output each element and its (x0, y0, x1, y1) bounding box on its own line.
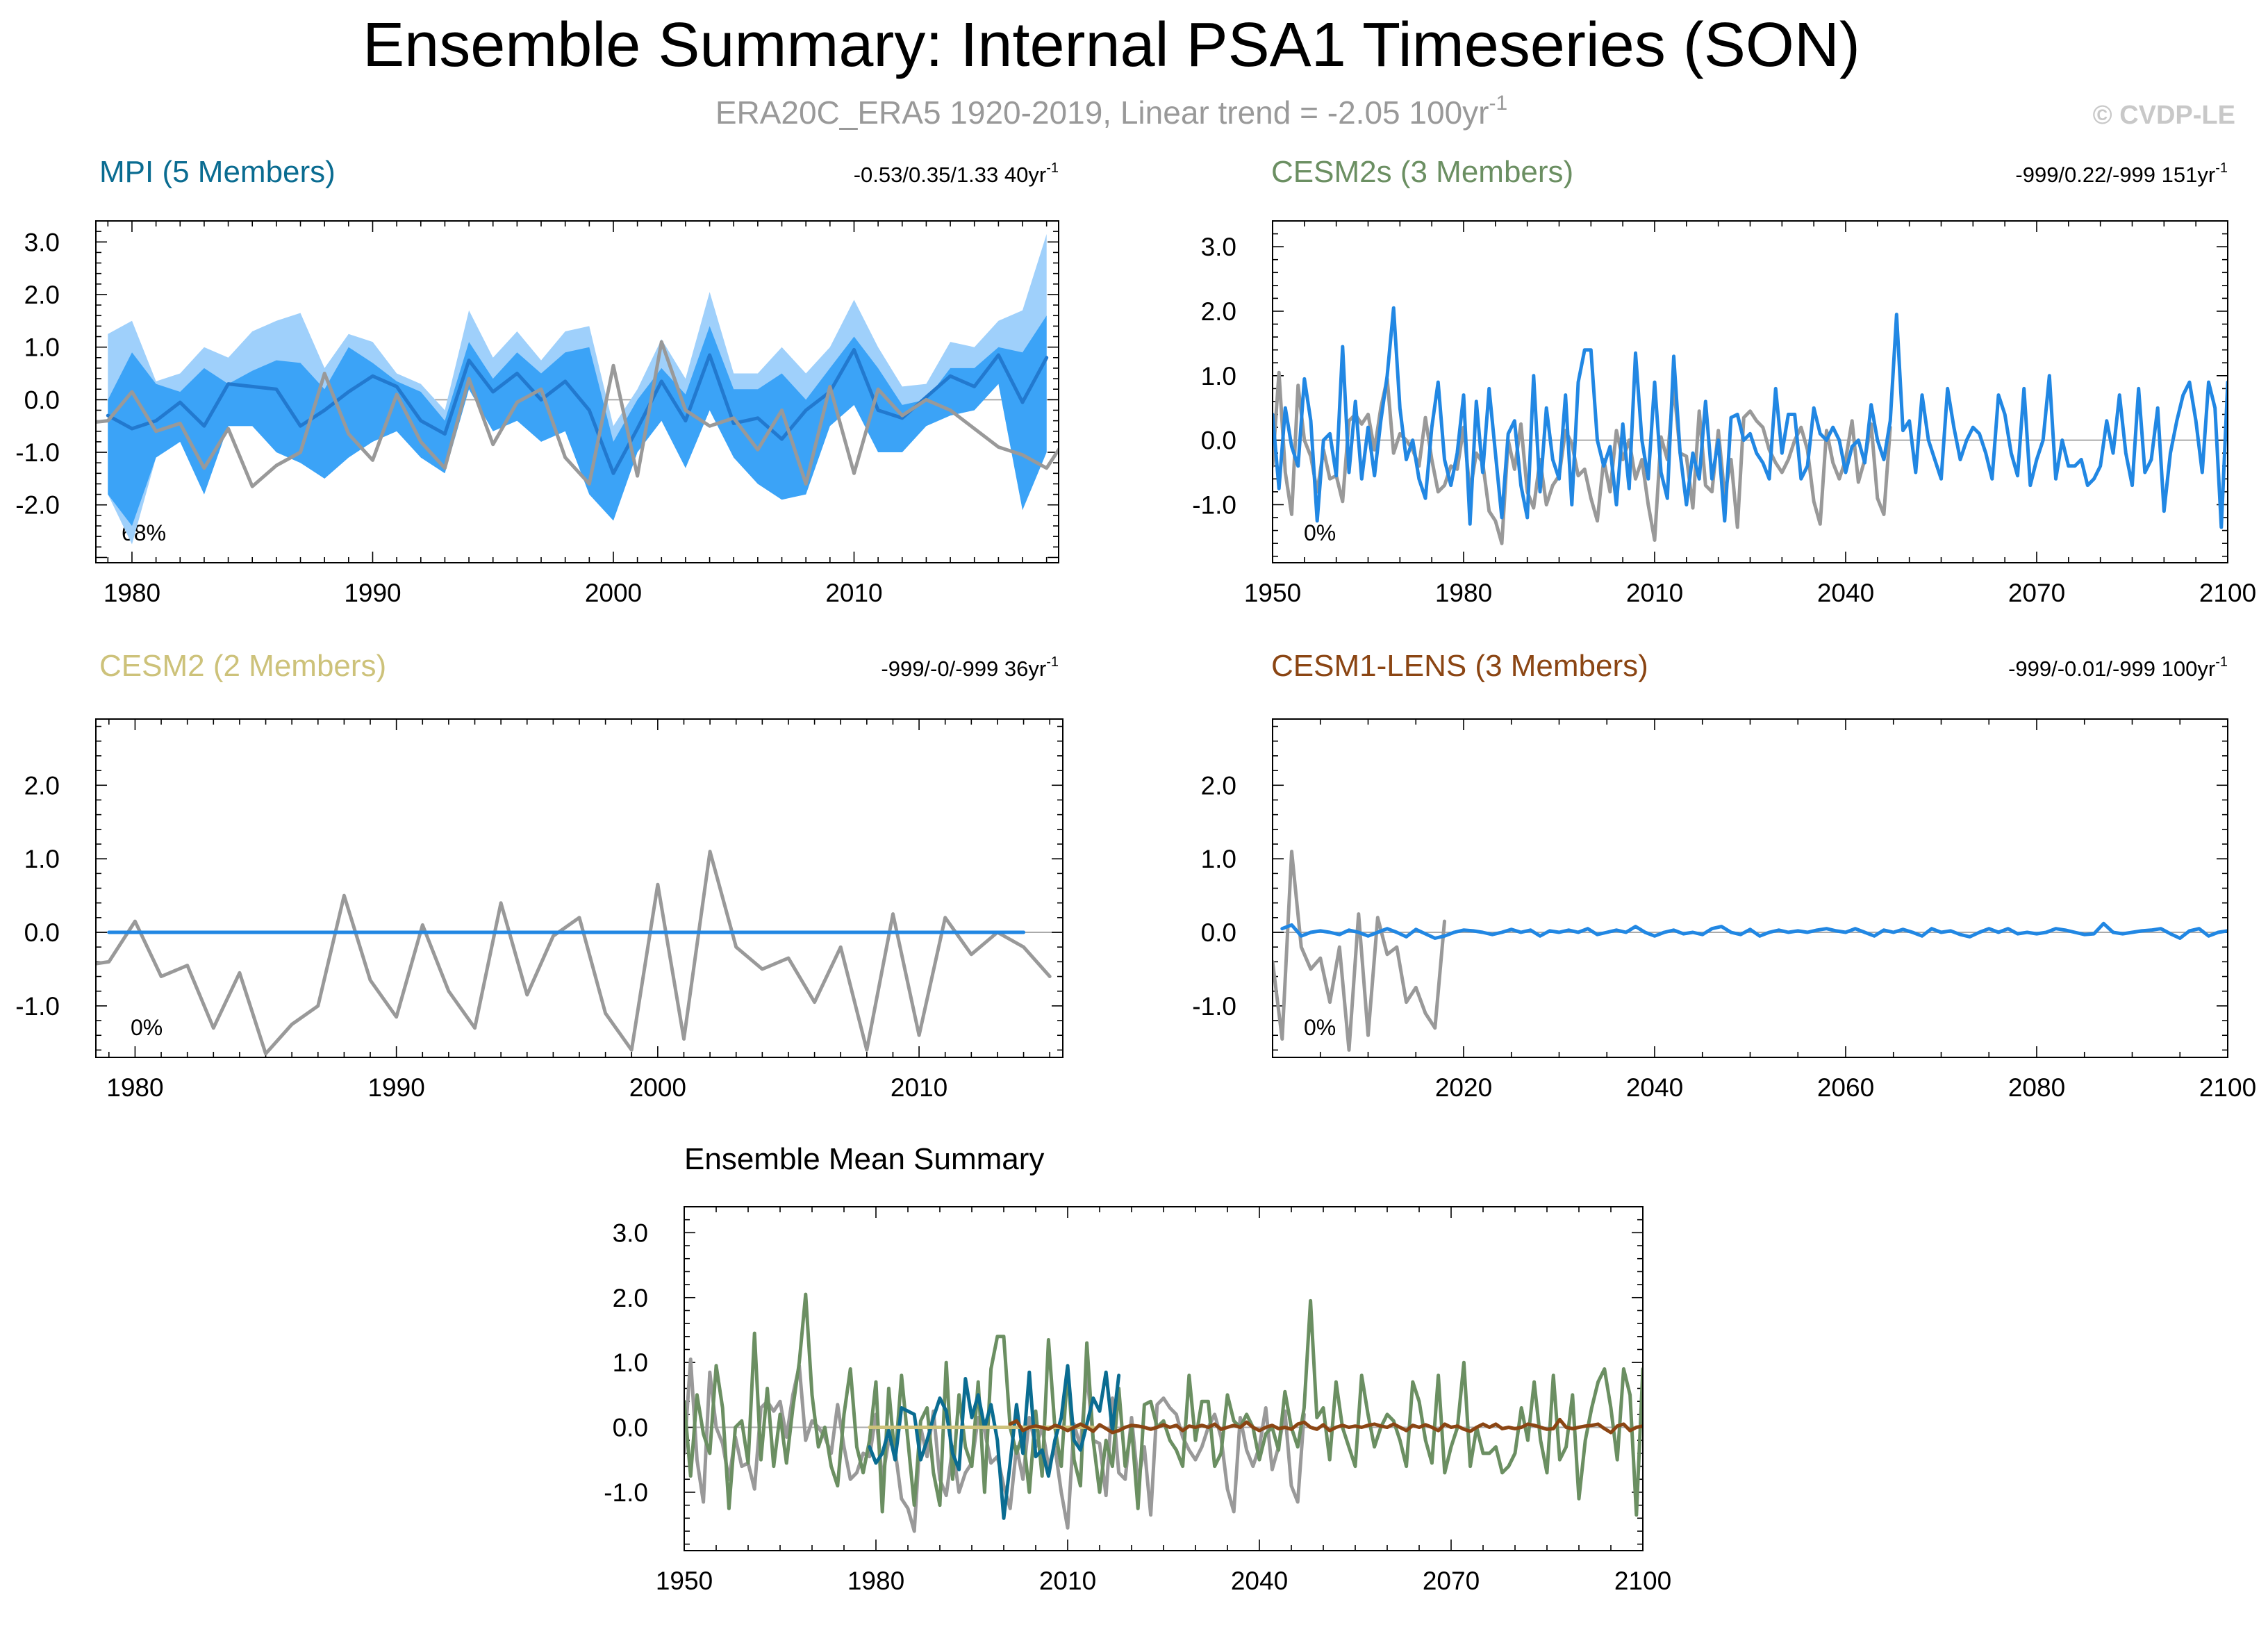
panel-mpi: MPI (5 Members) -0.53/0.35/1.33 40yr-1 198… (15, 155, 1059, 607)
x-tick-label: 2040 (1231, 1567, 1288, 1595)
y-tick-label: 0.0 (1201, 427, 1236, 455)
panel-stats: -0.53/0.35/1.33 40yr-1 (854, 160, 1059, 187)
y-tick-label: 1.0 (613, 1348, 648, 1377)
plot-border (1272, 220, 2228, 563)
band-inner (108, 315, 1047, 526)
y-tick-label: 3.0 (1201, 233, 1236, 261)
ensemble-mean-line (106, 347, 1049, 475)
y-tick-label: 2.0 (1201, 297, 1236, 326)
x-tick-label: 1980 (1435, 579, 1492, 607)
panel-stats: -999/-0/-999 36yr-1 (881, 654, 1059, 681)
y-tick-label: -1.0 (604, 1478, 648, 1507)
obs-line (684, 1357, 1306, 1533)
obs-line (96, 340, 1059, 488)
x-tick-label: 2080 (2008, 1073, 2065, 1102)
x-tick-label: 1980 (847, 1567, 904, 1595)
watermark: © CVDP-LE (2093, 101, 2235, 130)
plot-border (95, 718, 1063, 1058)
x-tick-label: 2070 (1423, 1567, 1480, 1595)
panel-title: MPI (5 Members) (99, 155, 336, 189)
panel-title: CESM2 (2 Members) (99, 649, 386, 683)
x-tick-label: 2000 (585, 579, 642, 607)
x-tick-label: 1980 (104, 579, 160, 607)
figure-subtitle: ERA20C_ERA5 1920-2019, Linear trend = -2… (715, 92, 1507, 131)
x-tick-label: 2010 (825, 579, 882, 607)
x-tick-label: 1990 (367, 1073, 424, 1102)
x-tick-label: 1990 (344, 579, 401, 607)
percent-label: 0% (131, 1015, 163, 1040)
y-tick-label: 0.0 (613, 1414, 648, 1442)
panel-title: CESM1-LENS (3 Members) (1271, 649, 1648, 683)
obs-line (1273, 850, 1446, 1052)
y-tick-label: 2.0 (613, 1284, 648, 1312)
panel-ensmean: Ensemble Mean Summary 1950 1980 2010 2040 207… (604, 1142, 1671, 1595)
y-tick-label: -1.0 (1192, 490, 1236, 519)
panel-stats-value: -999/-0.01/-999 100yr (2008, 657, 2215, 681)
y-tick-label: -1.0 (15, 438, 60, 467)
panel-stats-sup: -1 (2215, 160, 2228, 176)
panel-stats: -999/-0.01/-999 100yr-1 (2008, 654, 2228, 681)
x-tick-label: 2060 (1817, 1073, 1874, 1102)
x-tick-label: 2070 (2008, 579, 2065, 607)
y-tick-label: 1.0 (1201, 845, 1236, 873)
mpi-mean-line (868, 1364, 1121, 1520)
percent-label: 0% (1304, 1015, 1336, 1040)
y-tick-label: 0.0 (24, 386, 60, 414)
panel-cesm2s: CESM2s (3 Members) -999/0.22/-999 151yr-1… (1192, 155, 2256, 607)
panel-stats-value: -0.53/0.35/1.33 40yr (854, 163, 1046, 187)
y-tick-label: 2.0 (24, 281, 60, 309)
panel-title: Ensemble Mean Summary (684, 1142, 1044, 1176)
y-tick-label: -2.0 (15, 491, 60, 520)
model-line (1273, 306, 2228, 529)
cesm2s-mean-line (684, 1292, 1643, 1517)
y-tick-label: -1.0 (1192, 992, 1236, 1021)
x-tick-label: 2040 (1626, 1073, 1683, 1102)
panel-stats-sup: -1 (1046, 654, 1059, 670)
panel-stats-value: -999/0.22/-999 151yr (2015, 163, 2215, 187)
x-tick-label: 1950 (656, 1567, 713, 1595)
plot-border (95, 220, 1059, 563)
x-tick-label: 1980 (106, 1073, 163, 1102)
y-tick-label: 1.0 (24, 845, 60, 873)
figure-title: Ensemble Summary: Internal PSA1 Timeseri… (363, 10, 1860, 80)
y-tick-label: 3.0 (613, 1219, 648, 1247)
lens-mean-line (1008, 1417, 1643, 1435)
x-tick-label: 2100 (2199, 1073, 2256, 1102)
panel-stats-sup: -1 (1046, 160, 1059, 176)
x-tick-label: 2010 (891, 1073, 947, 1102)
x-tick-label: 2010 (1626, 579, 1683, 607)
x-tick-label: 2000 (629, 1073, 686, 1102)
y-tick-label: 1.0 (1201, 362, 1236, 390)
figure-subtitle-sup: -1 (1489, 92, 1507, 115)
x-tick-label: 2100 (2199, 579, 2256, 607)
x-tick-label: 2010 (1039, 1567, 1096, 1595)
percent-label: 0% (1304, 520, 1336, 545)
y-tick-label: 1.0 (24, 333, 60, 362)
x-tick-label: 2040 (1817, 579, 1874, 607)
y-tick-label: 2.0 (24, 771, 60, 800)
y-tick-label: 0.0 (24, 918, 60, 947)
x-tick-label: 2100 (1614, 1567, 1671, 1595)
obs-line (96, 850, 1052, 1056)
panel-title: CESM2s (3 Members) (1271, 155, 1573, 189)
y-tick-label: -1.0 (15, 992, 60, 1021)
plot-border (1272, 718, 2228, 1058)
panel-stats-sup: -1 (2215, 654, 2228, 670)
y-tick-label: 2.0 (1201, 771, 1236, 800)
panel-lens: CESM1-LENS (3 Members) -999/-0.01/-999 10… (1192, 649, 2256, 1102)
x-tick-label: 2020 (1435, 1073, 1492, 1102)
obs-line (1273, 370, 1892, 545)
plot-border (684, 1206, 1644, 1551)
panel-cesm2: CESM2 (2 Members) -999/-0/-999 36yr-1 1980… (15, 649, 1063, 1102)
model-line (1280, 921, 2228, 940)
y-tick-label: 3.0 (24, 228, 60, 256)
figure-subtitle-main: ERA20C_ERA5 1920-2019, Linear trend = -2… (715, 94, 1489, 131)
x-tick-label: 1950 (1244, 579, 1301, 607)
panel-stats-value: -999/-0/-999 36yr (881, 657, 1046, 681)
panel-stats: -999/0.22/-999 151yr-1 (2015, 160, 2228, 187)
y-tick-label: 0.0 (1201, 918, 1236, 947)
